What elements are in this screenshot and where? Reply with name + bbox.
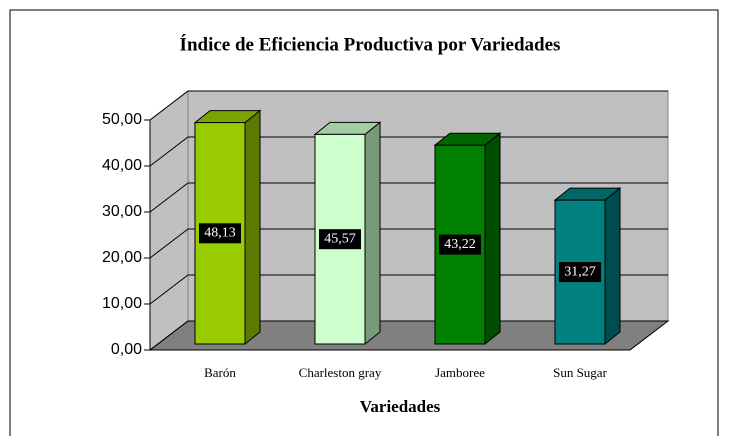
y-tick-label: 30,00 [102, 203, 142, 220]
y-tick-label: 40,00 [102, 157, 142, 174]
grid-line [149, 320, 668, 351]
y-tick-label: 0,00 [111, 341, 142, 358]
value-label: 31,27 [564, 264, 596, 279]
value-label-box [559, 262, 601, 283]
x-axis-title: Variedades [360, 397, 441, 416]
bar-side [364, 121, 381, 346]
bar-side [604, 187, 621, 346]
bar [433, 132, 502, 346]
value-label: 45,57 [324, 231, 356, 246]
y-tick-label: 50,00 [102, 111, 142, 128]
bar-side [484, 132, 501, 346]
value-label-box [199, 223, 241, 244]
grid-line [149, 136, 668, 167]
bar-side [244, 109, 261, 346]
x-tick-label: Jamboree [435, 365, 485, 380]
x-tick-label: Sun Sugar [553, 365, 607, 380]
value-label-box [319, 229, 361, 250]
grid-line [149, 274, 668, 305]
x-tick-label: Charleston gray [299, 365, 382, 380]
grid-line [149, 90, 668, 121]
x-tick-label: Barón [204, 365, 236, 380]
side-wall [149, 89, 189, 352]
grid-line [149, 228, 668, 259]
chart-title: Índice de Eficiencia Productiva por Vari… [180, 33, 561, 55]
value-label-box [439, 234, 481, 255]
chart-border [9, 9, 719, 436]
value-label: 48,13 [204, 226, 236, 241]
y-tick-label: 10,00 [102, 295, 142, 312]
y-tick-label: 20,00 [102, 249, 142, 266]
value-label: 43,22 [444, 237, 476, 252]
grid-line [149, 182, 668, 213]
